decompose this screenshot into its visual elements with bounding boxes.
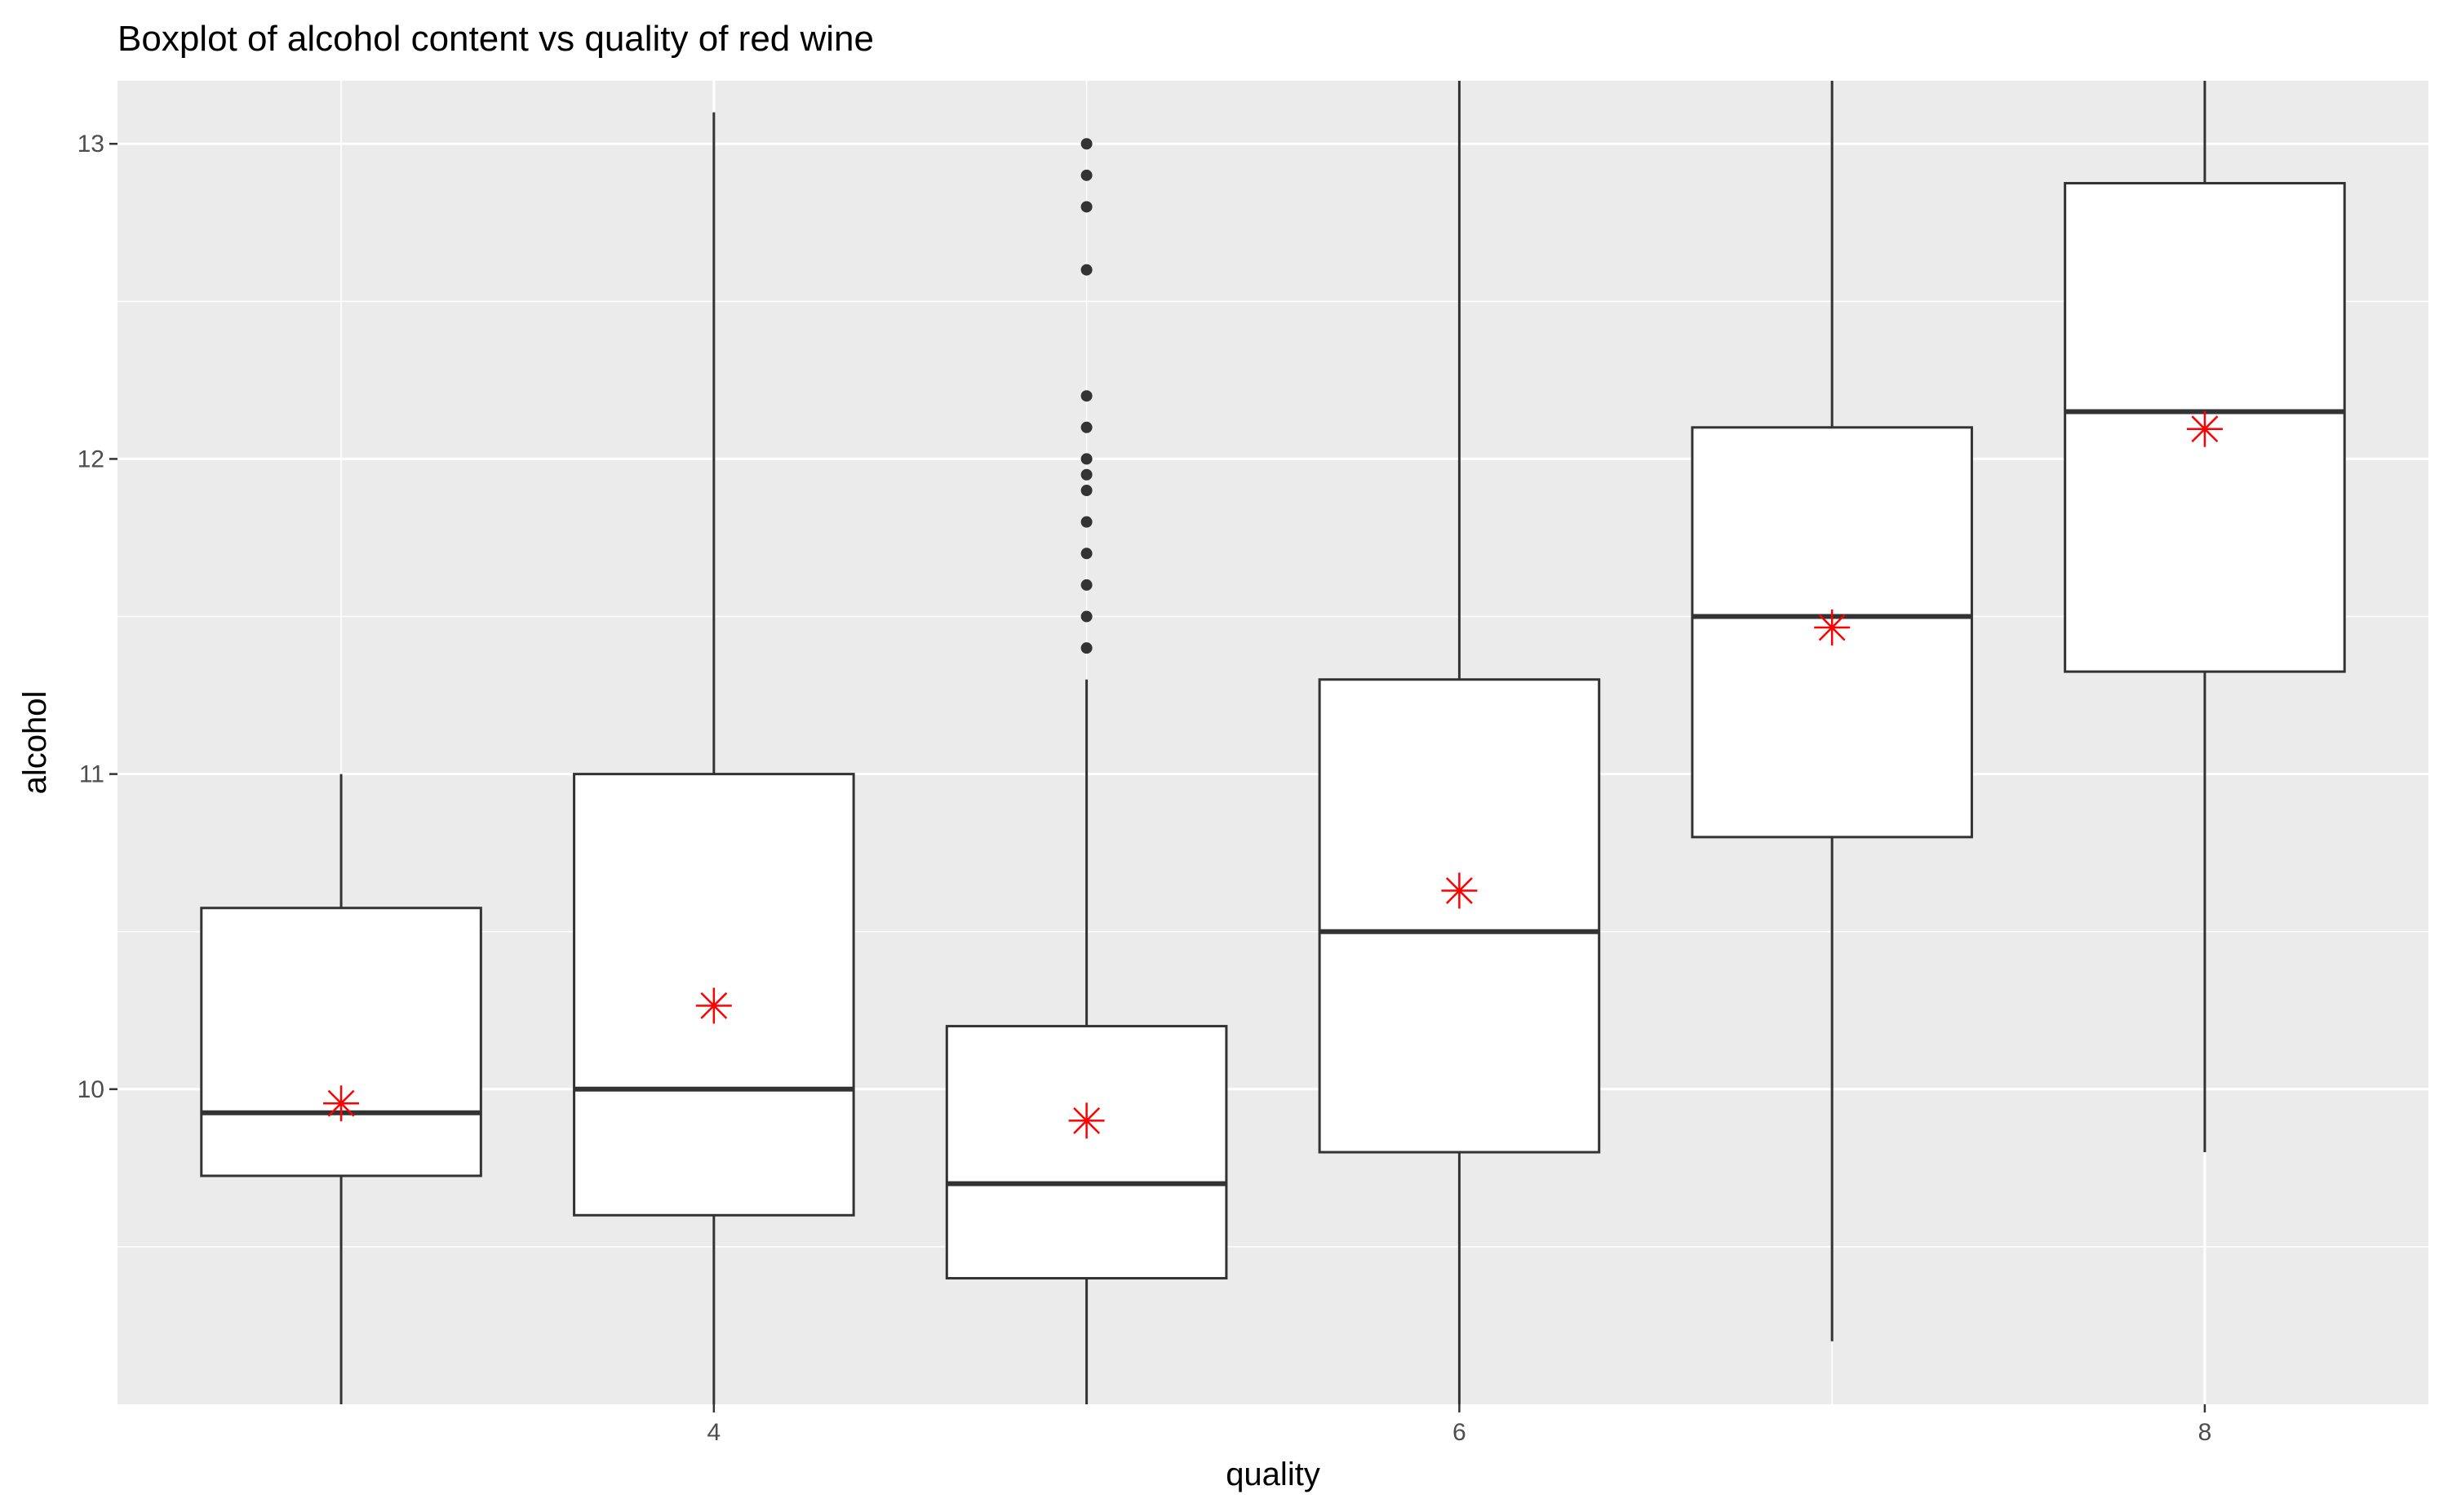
outlier-point bbox=[1080, 468, 1093, 481]
x-tick-label: 4 bbox=[707, 1419, 721, 1446]
mean-marker bbox=[323, 1085, 360, 1122]
y-tick-label: 10 bbox=[78, 1076, 104, 1103]
outlier-point bbox=[1080, 421, 1093, 433]
outlier-point bbox=[1080, 138, 1093, 150]
outlier-point bbox=[1080, 548, 1093, 560]
outlier-point bbox=[1080, 390, 1093, 402]
x-tick-label: 6 bbox=[1452, 1419, 1466, 1446]
outlier-point bbox=[1080, 610, 1093, 623]
box-quality-6 bbox=[1318, 81, 1601, 1404]
mean-marker bbox=[2186, 410, 2223, 447]
mean-marker bbox=[1814, 610, 1851, 646]
outlier-point bbox=[1080, 485, 1093, 497]
outlier-point bbox=[1080, 642, 1093, 654]
x-tick-label: 8 bbox=[2198, 1419, 2212, 1446]
mean-marker bbox=[1441, 872, 1478, 909]
y-tick-label: 12 bbox=[78, 446, 104, 472]
outlier-point bbox=[1080, 169, 1093, 181]
box-quality-5 bbox=[945, 138, 1228, 1404]
outlier-point bbox=[1080, 453, 1093, 465]
y-tick-label: 13 bbox=[78, 131, 104, 157]
x-axis: 4 6 8 bbox=[707, 1404, 2211, 1446]
box-quality-8 bbox=[2064, 81, 2346, 1153]
box-marks bbox=[200, 81, 2346, 1404]
x-axis-title: quality bbox=[1226, 1457, 1320, 1492]
mean-marker bbox=[1068, 1102, 1105, 1139]
outlier-point bbox=[1080, 516, 1093, 528]
y-tick-label: 11 bbox=[79, 761, 104, 788]
box-quality-7 bbox=[1691, 81, 1973, 1341]
outlier-point bbox=[1080, 579, 1093, 591]
box-quality-3 bbox=[200, 774, 482, 1404]
y-axis: 10 11 12 13 bbox=[78, 131, 118, 1103]
y-axis-title: alcohol bbox=[17, 691, 53, 795]
mean-marker bbox=[695, 987, 732, 1024]
outlier-point bbox=[1080, 201, 1093, 213]
iqr-box bbox=[1318, 678, 1601, 1154]
outlier-point bbox=[1080, 264, 1093, 276]
iqr-box bbox=[200, 907, 482, 1177]
box-quality-4 bbox=[573, 112, 855, 1404]
chart-title: Boxplot of alcohol content vs quality of… bbox=[118, 19, 874, 59]
iqr-box bbox=[945, 1025, 1228, 1280]
